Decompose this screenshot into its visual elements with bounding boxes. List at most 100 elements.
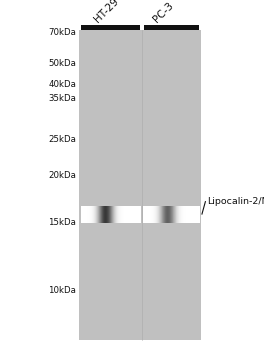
Bar (101, 205, 102, 223)
Bar (180, 205, 181, 223)
Bar (115, 205, 116, 223)
Bar (179, 205, 180, 223)
Bar (180, 205, 181, 223)
Bar (99, 205, 100, 223)
Bar (108, 205, 109, 223)
Bar (129, 205, 130, 223)
Bar (94, 205, 95, 223)
Bar (174, 205, 175, 223)
Bar (111, 205, 112, 223)
Bar (178, 205, 179, 223)
Bar (185, 205, 186, 223)
Bar (102, 205, 103, 223)
Bar (150, 205, 151, 223)
Text: 20kDa: 20kDa (48, 171, 76, 180)
Bar (112, 205, 113, 223)
Bar (128, 205, 129, 223)
Bar (173, 205, 174, 223)
Bar (187, 205, 188, 223)
Bar (108, 205, 109, 223)
Text: 35kDa: 35kDa (48, 94, 76, 103)
Bar (106, 205, 107, 223)
Bar (175, 205, 176, 223)
Bar (120, 205, 121, 223)
Bar (118, 205, 119, 223)
Bar (100, 205, 101, 223)
Text: 25kDa: 25kDa (48, 135, 76, 145)
Bar (157, 205, 158, 223)
Bar (98, 205, 99, 223)
Bar (138, 205, 139, 223)
Bar (101, 205, 102, 223)
Bar (95, 205, 96, 223)
Bar (163, 205, 164, 223)
Text: Lipocalin-2/NGAL: Lipocalin-2/NGAL (207, 197, 264, 206)
Bar (161, 205, 162, 223)
Bar (193, 205, 194, 223)
Bar (130, 205, 131, 223)
Bar (79, 30, 201, 340)
Bar (137, 205, 138, 223)
Bar (186, 205, 187, 223)
Bar (167, 205, 168, 223)
Bar (85, 205, 86, 223)
Bar (158, 205, 159, 223)
Bar (109, 205, 110, 223)
Bar (143, 205, 144, 223)
Bar (84, 205, 85, 223)
Bar (170, 205, 171, 223)
Bar (96, 205, 97, 223)
Bar (82, 205, 83, 223)
Bar (195, 205, 196, 223)
Bar (153, 205, 154, 223)
Bar (178, 205, 179, 223)
Bar (193, 205, 194, 223)
Bar (184, 205, 185, 223)
Bar (190, 205, 191, 223)
Bar (138, 205, 139, 223)
Bar (176, 205, 177, 223)
Bar (89, 205, 90, 223)
Bar (107, 205, 108, 223)
Bar (145, 205, 146, 223)
Bar (124, 205, 125, 223)
Bar (127, 205, 128, 223)
Bar (162, 205, 163, 223)
Bar (121, 205, 122, 223)
Bar (82, 205, 83, 223)
Bar (179, 205, 180, 223)
Bar (146, 205, 147, 223)
Text: 70kDa: 70kDa (48, 28, 76, 37)
Bar (89, 205, 90, 223)
Bar (171, 205, 172, 223)
Bar (191, 205, 192, 223)
Bar (154, 205, 155, 223)
Bar (195, 205, 196, 223)
Bar (124, 205, 125, 223)
Bar (187, 205, 188, 223)
Bar (174, 205, 175, 223)
Bar (149, 205, 150, 223)
Bar (106, 205, 107, 223)
Bar (192, 205, 193, 223)
Bar (185, 205, 186, 223)
Bar (95, 205, 96, 223)
Bar (85, 205, 86, 223)
Bar (91, 205, 92, 223)
Bar (110, 205, 111, 223)
Bar (90, 205, 91, 223)
Bar (196, 205, 197, 223)
Bar (110, 205, 111, 223)
Bar (81, 205, 82, 223)
Bar (183, 205, 184, 223)
Bar (134, 205, 135, 223)
Bar (140, 205, 141, 223)
Bar (194, 205, 195, 223)
Bar (116, 205, 117, 223)
Bar (146, 205, 147, 223)
Bar (170, 205, 171, 223)
Bar (194, 205, 195, 223)
Bar (193, 205, 194, 223)
Bar (83, 205, 84, 223)
Bar (187, 205, 188, 223)
